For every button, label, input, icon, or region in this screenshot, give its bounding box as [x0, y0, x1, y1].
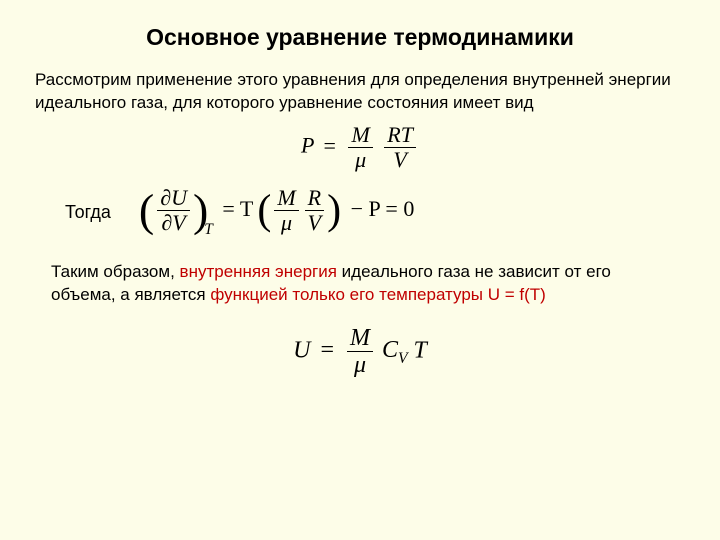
- lparen-med: (: [257, 188, 271, 234]
- frac-R: R: [305, 186, 324, 211]
- formula3-frac: M μ: [347, 325, 373, 379]
- internal-energy-equation: U = M μ CV T: [35, 325, 685, 379]
- formula3-Cv: CV: [382, 337, 408, 363]
- page-title: Основное уравнение термодинамики: [35, 24, 685, 51]
- intro-paragraph: Рассмотрим применение этого уравнения дл…: [35, 69, 685, 115]
- frac-V: V: [305, 211, 324, 235]
- formula1-frac1-den: μ: [348, 148, 372, 172]
- sub-T: T: [204, 221, 213, 238]
- minus-P-zero: − P = 0: [351, 196, 415, 221]
- formula1-frac1: M μ: [348, 123, 372, 172]
- formula1-eq: =: [324, 133, 336, 158]
- formula3-mu: μ: [347, 352, 373, 378]
- formula3-M: M: [347, 325, 373, 352]
- partial-num: ∂∂UU: [157, 186, 190, 211]
- conclusion-prefix: Таким образом,: [51, 262, 180, 281]
- rparen-med: ): [327, 188, 341, 234]
- lparen-big: (: [139, 185, 154, 236]
- formula1-frac2: RT V: [384, 123, 416, 172]
- eq-T: = T: [222, 196, 253, 221]
- equation-of-state: P = M μ RT V: [35, 123, 685, 172]
- frac-Mmu: M μ: [274, 186, 298, 235]
- derivative-equation: ( ∂∂UU ∂∂VV )T = T( M μ R V ) − P = 0: [139, 186, 418, 239]
- conclusion-paragraph: Таким образом, внутренняя энергия идеаль…: [35, 261, 685, 307]
- formula1-frac2-num: RT: [384, 123, 416, 148]
- frac-RV: R V: [305, 186, 324, 235]
- partial-den: ∂∂VV: [157, 211, 190, 235]
- formula1-frac2-den: V: [384, 148, 416, 172]
- conclusion-red-2: функцией только его температуры U = f(T): [210, 285, 545, 304]
- conclusion-red-1: внутренняя энергия: [180, 262, 337, 281]
- formula1-lhs: P: [301, 133, 314, 158]
- formula3-T: T: [414, 337, 427, 363]
- then-row: Тогда ( ∂∂UU ∂∂VV )T = T( M μ R V ) − P …: [35, 186, 685, 239]
- formula3-eq: =: [320, 337, 334, 363]
- formula3-U: U: [293, 337, 310, 363]
- frac-M: M: [274, 186, 298, 211]
- then-label: Тогда: [65, 202, 111, 223]
- partial-frac: ∂∂UU ∂∂VV: [157, 186, 190, 235]
- formula1-frac1-num: M: [348, 123, 372, 148]
- frac-mu: μ: [274, 211, 298, 235]
